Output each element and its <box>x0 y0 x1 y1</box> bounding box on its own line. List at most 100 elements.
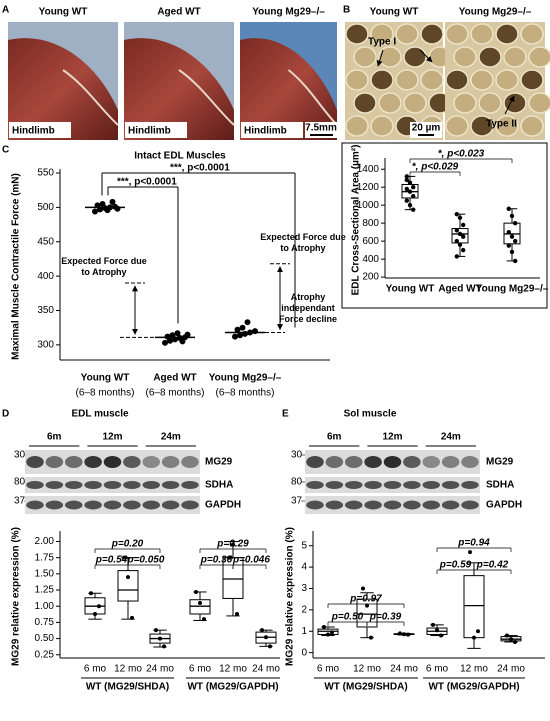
data-point <box>235 611 239 616</box>
data-point <box>179 338 186 345</box>
data-point <box>509 249 515 255</box>
x-tick-label: 12 mo <box>114 664 142 675</box>
photo-title: Young WT <box>39 7 88 18</box>
data-point <box>439 633 443 638</box>
tendon <box>287 69 338 126</box>
annotation: p=0.59 <box>439 560 472 571</box>
data-point <box>506 206 511 211</box>
y-tick-label: 5 <box>301 540 307 551</box>
data-point <box>407 189 413 194</box>
group-label: WT (MG29/SHDA) <box>324 682 407 693</box>
annotation: Expected Force due to Atrophy <box>260 232 346 253</box>
band <box>325 481 344 489</box>
annotation: p=0.50 <box>331 612 364 623</box>
group-label: WT (MG29/SHDA) <box>86 682 169 693</box>
y-tick-label: 1000 <box>357 200 380 211</box>
box <box>117 570 139 602</box>
data-point <box>162 339 168 346</box>
fiber <box>353 92 377 114</box>
annotation: p=0.20 <box>111 539 144 550</box>
blot-name: GAPDH <box>486 500 522 511</box>
y-tick-label: 400 <box>362 254 379 265</box>
fiber <box>470 69 494 91</box>
mw-marker: 30 <box>14 450 26 461</box>
panel-letter: E <box>282 409 289 420</box>
data-point <box>369 635 373 640</box>
fiber <box>420 69 444 91</box>
y-axis-label: MG29 relative expression (%) <box>285 527 296 666</box>
mw-marker: 80 <box>14 477 26 488</box>
band <box>345 500 363 510</box>
y-tick-label: 0.75 <box>35 617 55 628</box>
panel-title: Sol muscle <box>344 409 397 420</box>
scale-label: 7.5mm <box>305 123 337 134</box>
mw-marker: 30 <box>291 450 303 461</box>
x-tick-label: 24 mo <box>390 664 418 675</box>
box <box>222 557 244 599</box>
data-point <box>162 644 166 649</box>
band <box>45 500 64 510</box>
fiber-arrow <box>376 49 384 67</box>
text-block: Atrophy independant Force decline <box>278 292 338 324</box>
fiber <box>370 115 394 137</box>
band <box>364 481 382 489</box>
annotation: *, p<0.023 <box>438 149 485 160</box>
data-point <box>89 591 93 596</box>
micrograph-title: Young Mg29–/– <box>459 7 532 18</box>
data-point <box>184 331 191 338</box>
data-point <box>454 228 459 233</box>
annotation: Atrophy independant Force decline <box>278 292 338 324</box>
data-point <box>361 586 365 591</box>
fiber <box>345 115 369 137</box>
y-tick-label: 300 <box>37 340 54 351</box>
timepoint: 12m <box>382 432 402 443</box>
caption-box <box>241 122 303 138</box>
photo-caption: Hindlimb <box>128 126 171 137</box>
x-tick-label: 24 mo <box>252 664 280 675</box>
band <box>142 456 160 468</box>
fiber <box>470 115 494 137</box>
band <box>161 500 180 510</box>
category-note: (6–8 months) <box>146 388 205 399</box>
y-tick-label: 600 <box>362 236 379 247</box>
fiber <box>528 92 550 114</box>
blot-name: SDHA <box>205 480 233 491</box>
data-point <box>513 258 518 264</box>
data-point <box>454 211 459 217</box>
data-point <box>232 333 238 340</box>
band <box>103 500 122 510</box>
data-point <box>513 639 517 644</box>
blot-name: MG29 <box>486 457 514 468</box>
data-point <box>239 324 246 331</box>
blot-name: SDHA <box>486 480 514 491</box>
data-point <box>404 174 409 179</box>
fiber <box>470 23 494 45</box>
fiber <box>503 46 527 68</box>
box <box>356 598 378 628</box>
annotation: *p=0.050 <box>124 555 165 566</box>
x-tick-label: Young WT <box>81 373 130 384</box>
category-note: (6–8 months) <box>76 388 135 399</box>
photo-title: Aged WT <box>157 7 200 18</box>
timepoint: 24m <box>161 432 181 443</box>
fiber <box>445 69 469 91</box>
annotation: p=0.39 <box>369 612 402 623</box>
fiber <box>453 92 477 114</box>
band <box>403 481 421 489</box>
data-point <box>411 184 416 190</box>
fiber <box>395 23 419 45</box>
fiber <box>345 69 369 91</box>
y-tick-label: 0.50 <box>35 633 55 644</box>
timepoint: 24m <box>441 432 461 443</box>
band <box>142 481 160 489</box>
caption-box <box>125 122 187 138</box>
x-tick-label: 12 mo <box>353 664 381 675</box>
y-tick-label: 0.25 <box>35 649 55 660</box>
data-point <box>404 177 409 183</box>
x-tick-label: 6 mo <box>317 664 340 675</box>
annotation: p=0.42 <box>476 560 509 571</box>
band <box>181 500 199 510</box>
fiber <box>403 46 427 68</box>
fiber <box>478 46 502 68</box>
band <box>84 456 102 468</box>
